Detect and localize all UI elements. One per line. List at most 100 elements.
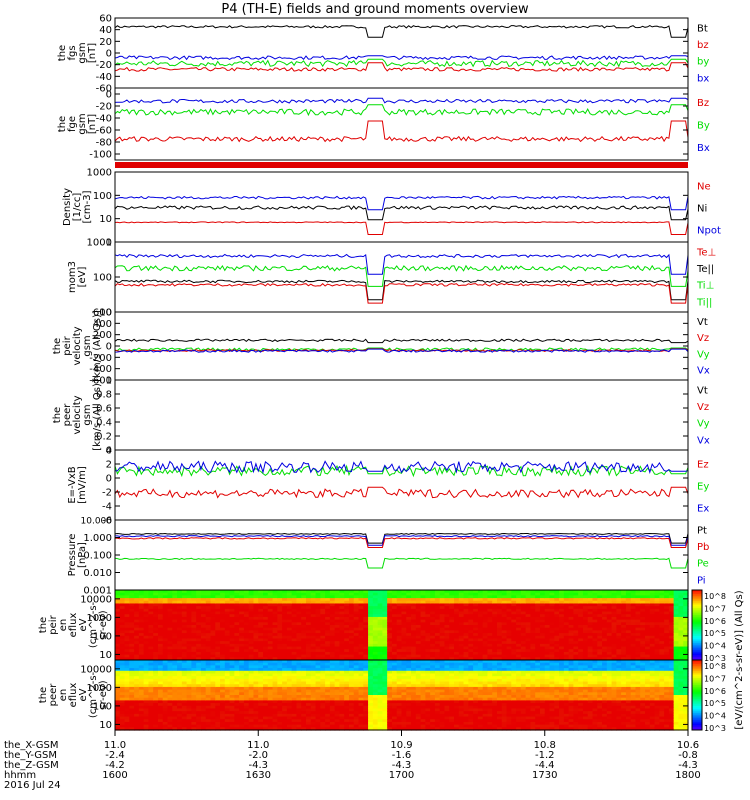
heatmap-cell <box>401 711 407 715</box>
heatmap-cell <box>649 649 656 653</box>
heatmap-cell <box>177 676 183 680</box>
heatmap-cell <box>286 689 293 693</box>
heatmap-cell <box>396 633 403 637</box>
heatmap-cell <box>678 611 684 615</box>
heatmap-cell <box>200 649 207 653</box>
heatmap-cell <box>325 606 331 610</box>
heatmap-cell <box>301 657 307 661</box>
heatmap-cell <box>272 705 278 710</box>
heatmap-cell <box>368 660 374 664</box>
heatmap-cell <box>296 692 302 696</box>
heatmap-cell <box>358 716 364 720</box>
heatmap-cell <box>296 686 302 691</box>
heatmap-cell <box>243 678 250 683</box>
heatmap-cell <box>157 727 164 731</box>
heatmap-cell <box>597 627 603 631</box>
heatmap-cell <box>253 684 259 688</box>
heatmap-cell <box>234 708 240 712</box>
heatmap-cell <box>444 608 450 613</box>
heatmap-cell <box>391 592 398 596</box>
heatmap-cell <box>449 649 455 653</box>
heatmap-cell <box>315 641 321 645</box>
heatmap-cell <box>649 611 656 615</box>
heatmap-cell <box>301 668 307 672</box>
heatmap-cell <box>253 695 259 699</box>
heatmap-cell <box>315 611 321 615</box>
heatmap-cell <box>377 662 383 666</box>
heatmap-cell <box>358 689 364 693</box>
heatmap-cell <box>258 635 264 640</box>
heatmap-cell <box>368 651 374 656</box>
heatmap-cell <box>315 595 321 599</box>
heatmap-cell <box>396 641 403 645</box>
heatmap-cell <box>296 641 302 645</box>
heatmap-cell <box>454 633 460 637</box>
heatmap-cell <box>382 662 388 666</box>
heatmap-cell <box>148 625 154 629</box>
heatmap-cell <box>138 719 145 723</box>
heatmap-cell <box>339 638 345 642</box>
heatmap-cell <box>191 668 197 672</box>
heatmap-cell <box>148 657 154 661</box>
heatmap-cell <box>263 651 269 656</box>
heatmap-cell <box>115 595 121 599</box>
heatmap-cell <box>315 719 321 723</box>
heatmap-cell <box>673 603 680 607</box>
heatmap-cell <box>263 686 269 691</box>
heatmap-cell <box>296 668 302 672</box>
heatmap-cell <box>396 724 403 728</box>
heatmap-cell <box>449 627 455 631</box>
heatmap-cell <box>602 606 608 610</box>
heatmap-cell <box>434 643 441 648</box>
heatmap-cell <box>306 719 312 723</box>
heatmap-cell <box>263 635 269 640</box>
heatmap-cell <box>654 608 660 613</box>
heatmap-cell <box>291 703 298 707</box>
heatmap-cell <box>334 692 341 696</box>
heatmap-cell <box>668 630 675 634</box>
heatmap-cell <box>186 705 192 710</box>
heatmap-cell <box>391 697 398 701</box>
heatmap-cell <box>535 608 541 613</box>
heatmap-cell <box>401 724 407 728</box>
heatmap-cell <box>119 668 126 672</box>
heatmap-cell <box>363 614 369 618</box>
y-tick-label: 10.000 <box>81 517 113 527</box>
heatmap-cell <box>363 673 369 677</box>
heatmap-cell <box>511 590 517 594</box>
heatmap-cell <box>243 716 250 720</box>
heatmap-cell <box>477 646 484 650</box>
heatmap-cell <box>320 662 326 666</box>
heatmap-cell <box>210 627 216 631</box>
heatmap-cell <box>368 678 374 683</box>
heatmap-cell <box>578 635 584 640</box>
heatmap-cell <box>568 603 574 607</box>
heatmap-cell <box>406 630 412 634</box>
heatmap-cell <box>673 633 680 637</box>
heatmap-cell <box>406 716 412 720</box>
heatmap-cell <box>239 643 245 648</box>
heatmap-cell <box>224 627 231 631</box>
heatmap-cell <box>549 633 555 637</box>
heatmap-cell <box>573 614 579 618</box>
heatmap-cell <box>272 608 278 613</box>
heatmap-cell <box>119 692 126 696</box>
heatmap-cell <box>239 665 245 669</box>
heatmap-cell <box>611 590 617 594</box>
heatmap-cell <box>282 598 288 602</box>
heatmap-cell <box>234 622 240 626</box>
heatmap-cell <box>239 703 245 707</box>
heatmap-cell <box>172 622 178 626</box>
heatmap-cell <box>544 606 551 610</box>
heatmap-cell <box>649 657 656 661</box>
heatmap-cell <box>200 662 207 666</box>
heatmap-cell <box>177 673 183 677</box>
heatmap-cell <box>239 654 245 658</box>
heatmap-cell <box>119 606 126 610</box>
heatmap-cell <box>210 630 216 634</box>
heatmap-cell <box>253 600 259 605</box>
heatmap-cell <box>482 595 489 599</box>
heatmap-cell <box>477 592 484 596</box>
heatmap-cell <box>411 622 417 626</box>
heatmap-cell <box>664 625 670 629</box>
